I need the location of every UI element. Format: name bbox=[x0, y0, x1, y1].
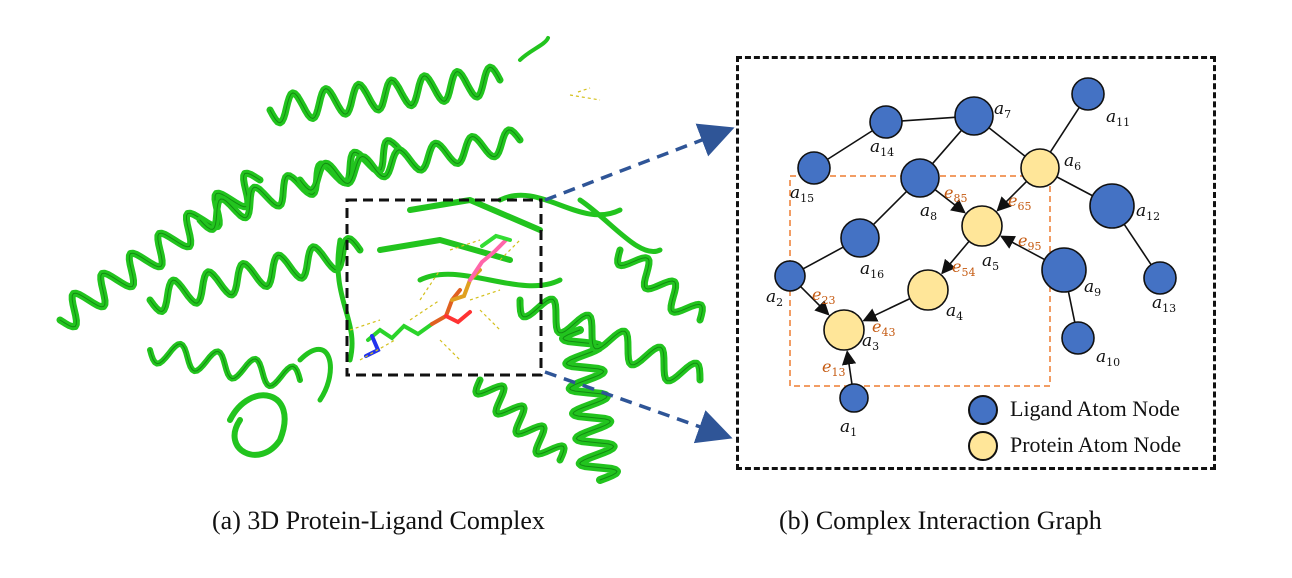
protein-node-a5 bbox=[961, 205, 1003, 247]
edge-a6-a12 bbox=[1056, 176, 1093, 197]
ligand-node-a1 bbox=[839, 383, 869, 413]
protein-node-a4 bbox=[907, 269, 949, 311]
interaction-graph-panel: e85 e65 e95 e54 e43 e23 e13 a1 a2 a3 a4 a5 a6 a7 a8 a9… bbox=[736, 56, 1220, 474]
edge-a8-a5 bbox=[934, 188, 966, 214]
node-label-a14: a14 bbox=[870, 137, 894, 159]
edge-a5-a4 bbox=[941, 240, 970, 275]
edge-a4-a3 bbox=[862, 297, 911, 322]
protein-node-a6 bbox=[1020, 148, 1060, 188]
ligand-node-a16 bbox=[840, 218, 880, 258]
ligand-sticks bbox=[364, 233, 512, 358]
edge-a7-a6 bbox=[988, 127, 1026, 157]
edge-label: e13 bbox=[822, 357, 845, 379]
edge-a2-a3 bbox=[800, 286, 830, 316]
edge-a6-a11 bbox=[1049, 106, 1080, 153]
ligand-node-a9 bbox=[1041, 247, 1087, 293]
node-label-a16: a16 bbox=[860, 259, 884, 281]
ligand-node-a12 bbox=[1089, 183, 1135, 229]
edge-label: e23 bbox=[812, 285, 835, 307]
edge-a8-a16 bbox=[872, 190, 908, 226]
edge-label: e43 bbox=[872, 317, 895, 339]
node-label-a10: a10 bbox=[1096, 347, 1120, 369]
protein-ligand-complex-figure bbox=[0, 0, 740, 500]
ligand-node-a15 bbox=[797, 151, 831, 185]
node-label-a2: a2 bbox=[766, 287, 783, 309]
edge-label: e95 bbox=[1018, 231, 1041, 253]
node-label-a13: a13 bbox=[1152, 293, 1176, 315]
node-label-a15: a15 bbox=[790, 183, 814, 205]
node-label-a12: a12 bbox=[1136, 201, 1160, 223]
edge-a15-a14 bbox=[827, 129, 873, 161]
node-label-a9: a9 bbox=[1084, 277, 1101, 299]
node-label-a11: a11 bbox=[1106, 107, 1130, 129]
edge-a9-a10 bbox=[1067, 291, 1076, 323]
node-label-a1: a1 bbox=[840, 417, 857, 439]
edge-a7-a8 bbox=[931, 129, 963, 165]
edge-label: e65 bbox=[1008, 191, 1031, 213]
node-label-a5: a5 bbox=[982, 251, 999, 273]
node-label-a8: a8 bbox=[920, 201, 937, 223]
edge-a1-a3 bbox=[841, 350, 857, 385]
edge-a16-a2 bbox=[802, 246, 844, 270]
caption-b: (b) Complex Interaction Graph bbox=[779, 506, 1102, 535]
interaction-dashes bbox=[349, 87, 601, 361]
graph-frame bbox=[736, 56, 1216, 470]
zoom-region-box bbox=[345, 198, 543, 377]
caption-a: (a) 3D Protein-Ligand Complex bbox=[212, 506, 545, 535]
ligand-node-a13 bbox=[1143, 261, 1177, 295]
protein-ribbons bbox=[56, 36, 706, 484]
edge-a14-a7 bbox=[901, 116, 956, 122]
edge-label: e85 bbox=[944, 183, 967, 205]
ligand-node-a11 bbox=[1071, 77, 1105, 111]
edge-a6-a5 bbox=[996, 180, 1028, 212]
ligand-node-a7 bbox=[954, 96, 994, 136]
ligand-node-a10 bbox=[1061, 321, 1095, 355]
edge-label: e54 bbox=[952, 257, 975, 279]
ligand-legend-dot bbox=[968, 395, 998, 425]
ligand-legend-label: Ligand Atom Node bbox=[1010, 396, 1180, 421]
ligand-node-a14 bbox=[869, 105, 903, 139]
node-label-a4: a4 bbox=[946, 301, 963, 323]
zoom-arrow-top bbox=[544, 123, 735, 202]
node-label-a7: a7 bbox=[994, 99, 1011, 121]
protein-ribbon-render bbox=[56, 36, 735, 484]
protein-legend-dot bbox=[968, 431, 998, 461]
edge-a9-a5 bbox=[999, 235, 1045, 261]
node-label-a6: a6 bbox=[1064, 151, 1081, 173]
protein-legend-label: Protein Atom Node bbox=[1010, 432, 1182, 457]
ligand-node-a8 bbox=[900, 158, 940, 198]
zoom-arrow-bottom bbox=[544, 370, 733, 444]
ligand-node-a2 bbox=[774, 260, 806, 292]
edge-a12-a13 bbox=[1123, 223, 1152, 266]
protein-node-a3 bbox=[823, 309, 865, 351]
